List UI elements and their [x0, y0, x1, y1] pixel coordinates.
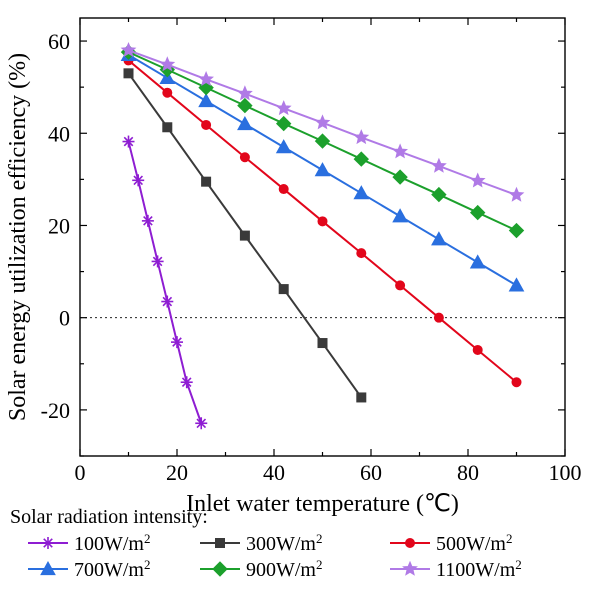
y-tick-label: 40: [48, 121, 70, 146]
y-tick-label: 60: [48, 29, 70, 54]
legend-item-label: 300W/m2: [246, 531, 323, 556]
legend-item-label: 500W/m2: [436, 531, 513, 556]
x-tick-label: 40: [263, 460, 285, 485]
legend-item-label: 700W/m2: [74, 557, 151, 582]
x-tick-label: 0: [75, 460, 86, 485]
y-tick-label: 0: [59, 306, 70, 331]
x-tick-label: 80: [457, 460, 479, 485]
x-tick-label: 20: [166, 460, 188, 485]
efficiency-chart: 0 20 40 60 80 100 -20 0 20 40 60 Inlet water temper…: [0, 0, 590, 599]
legend-item-label: 100W/m2: [74, 531, 151, 556]
x-axis-label: Inlet water temperature (℃): [186, 491, 459, 517]
x-tick-label: 100: [549, 460, 582, 485]
x-tick-label: 60: [360, 460, 382, 485]
y-axis-label: Solar energy utilization efficiency (%): [5, 53, 31, 421]
y-tick-label: 20: [48, 213, 70, 238]
y-tick-label: -20: [41, 398, 70, 423]
legend-title: Solar radiation intensity:: [10, 506, 208, 528]
legend-item-label: 900W/m2: [246, 557, 323, 582]
legend-item-label: 1100W/m2: [436, 557, 522, 582]
